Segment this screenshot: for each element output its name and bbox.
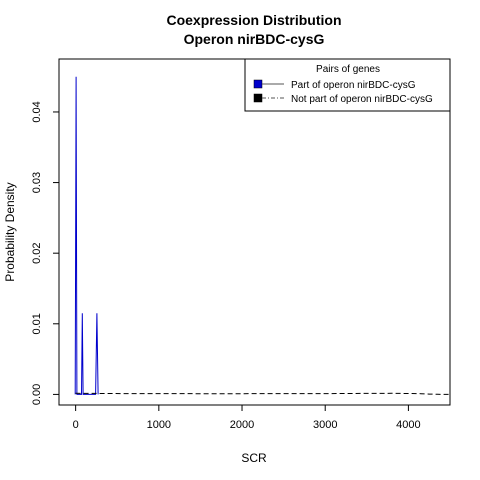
legend-entry-part: Part of operon nirBDC-cysG: [291, 80, 416, 91]
legend-entry-not-part: Not part of operon nirBDC-cysG: [291, 94, 433, 105]
x-tick-label: 2000: [230, 419, 254, 431]
y-tick-label: 0.03: [31, 172, 43, 193]
legend-box: [244, 58, 451, 112]
series-line-part-of-operon: [74, 76, 99, 395]
x-axis: 0 1000 2000 3000 4000: [73, 405, 421, 431]
legend-title: Pairs of genes: [316, 64, 380, 75]
chart-title: Coexpression Distribution: [166, 12, 341, 28]
series-layer: [74, 76, 450, 395]
x-axis-label: SCR: [241, 451, 267, 465]
legend-swatch-part: [253, 79, 263, 89]
series-line-not-part-of-operon: [75, 392, 450, 395]
y-tick-label: 0.00: [31, 384, 43, 405]
y-tick-label: 0.04: [31, 101, 43, 122]
y-axis-label: Probability Density: [3, 182, 17, 281]
legend-swatch-not-part: [253, 93, 263, 103]
y-tick-label: 0.01: [31, 313, 43, 334]
x-tick-label: 1000: [147, 419, 171, 431]
chart-subtitle: Operon nirBDC-cysG: [184, 31, 325, 47]
y-tick-label: 0.02: [31, 242, 43, 263]
x-tick-label: 3000: [313, 419, 337, 431]
x-tick-label: 0: [73, 419, 79, 431]
x-tick-label: 4000: [396, 419, 420, 431]
legend: Pairs of genes Part of operon nirBDC-cys…: [244, 58, 451, 112]
y-axis: 0.00 0.01 0.02 0.03 0.04: [31, 101, 59, 405]
